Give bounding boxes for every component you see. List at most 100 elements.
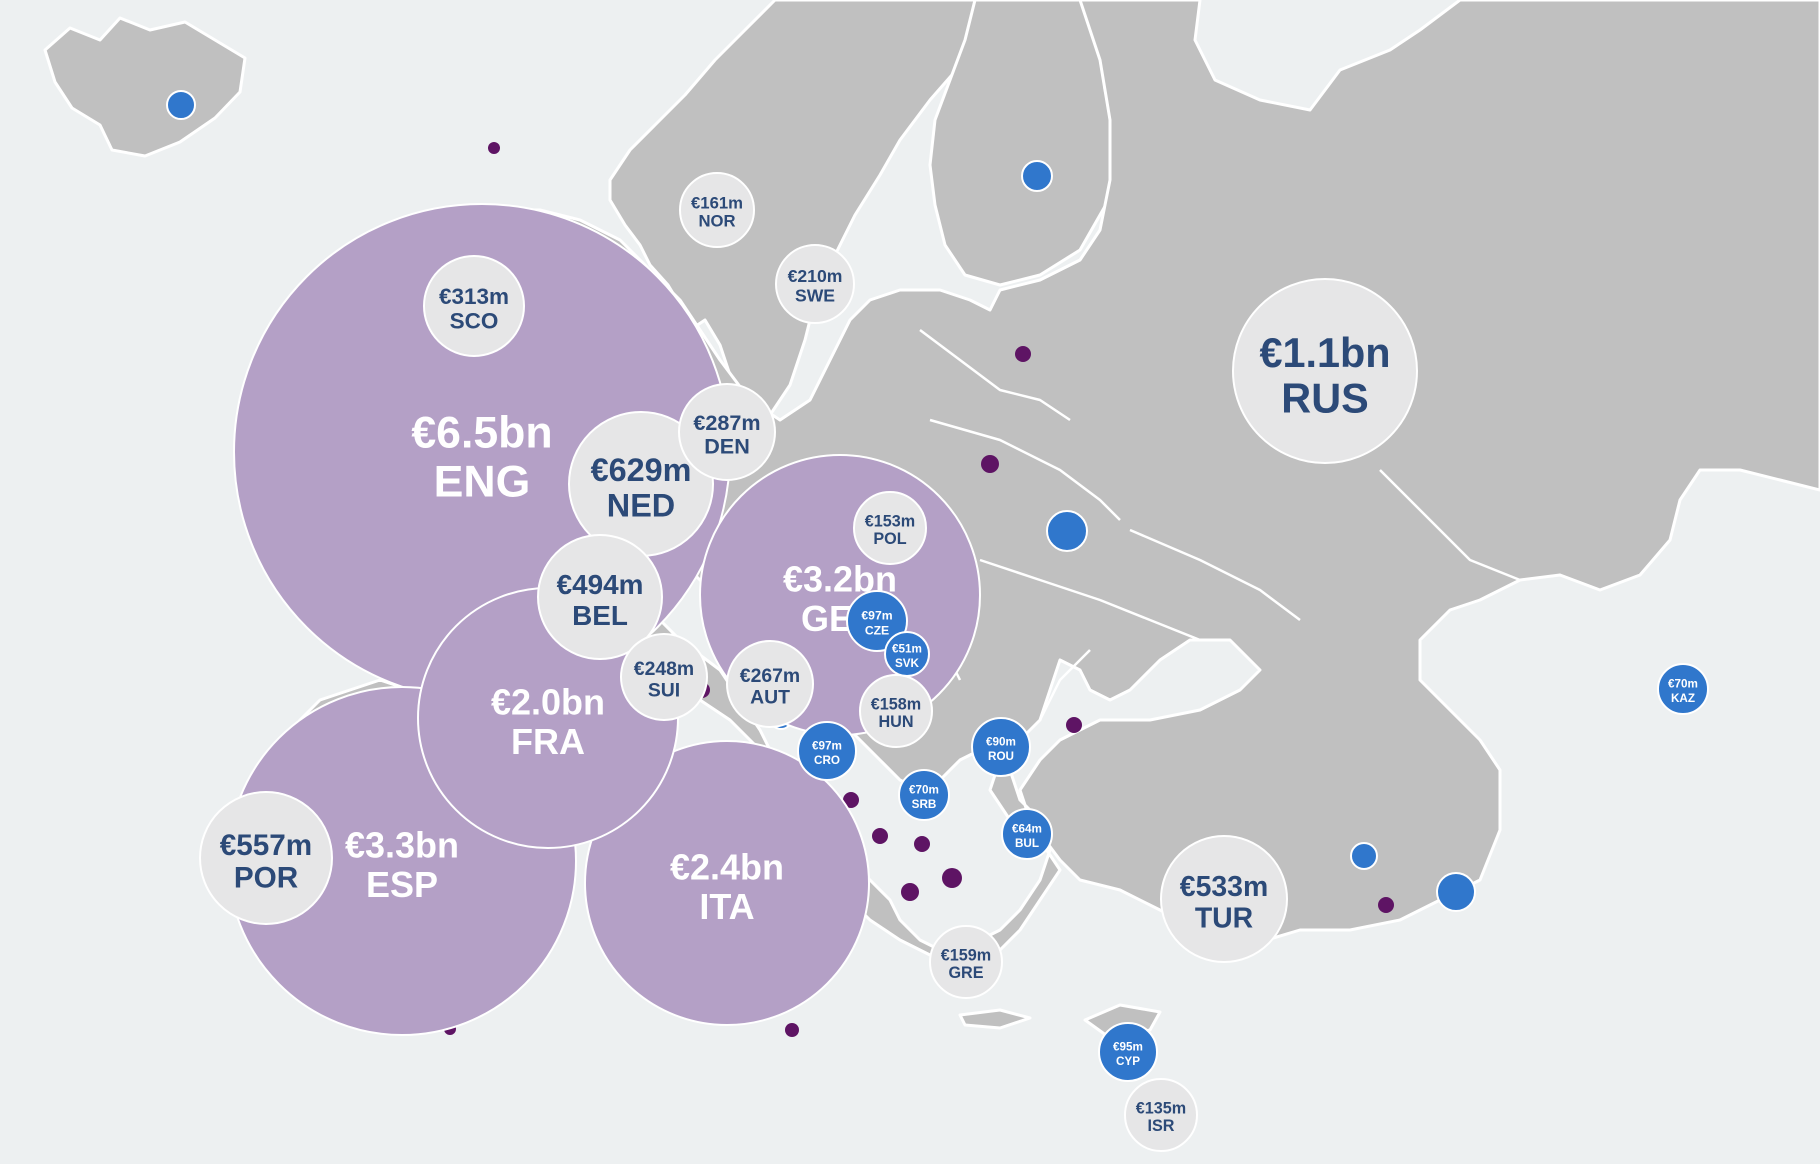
bubble-value: €64m <box>1012 823 1042 836</box>
bubble-value: €494m <box>557 569 644 600</box>
bubble-code: ENG <box>434 458 531 507</box>
purple-marker <box>872 828 888 844</box>
bubble-code: NED <box>607 487 675 523</box>
small-markers <box>166 90 1476 1037</box>
bubble-circle <box>726 640 814 728</box>
bubble-circle <box>929 925 1003 999</box>
purple-marker <box>901 883 919 901</box>
purple-marker <box>488 142 500 154</box>
bubble-code: SCO <box>450 309 499 334</box>
bubble-code: FRA <box>511 721 585 762</box>
bubble-code: BUL <box>1015 837 1039 850</box>
bubble-value: €629m <box>591 452 692 488</box>
bubble-circle <box>853 491 927 565</box>
purple-marker <box>942 868 962 888</box>
purple-marker <box>1378 897 1394 913</box>
crete <box>958 1008 1032 1030</box>
bubble-circle <box>846 590 908 652</box>
bubble-value: €2.4bn <box>670 846 784 887</box>
bubble-value: €158m <box>871 695 921 713</box>
bubble-code: SVK <box>895 657 920 670</box>
bubble-value: €313m <box>439 284 509 309</box>
bubble-circle <box>1160 835 1288 963</box>
bubble-value: €3.3bn <box>345 824 459 865</box>
bubble-circle <box>537 534 663 660</box>
bubble-value: €153m <box>865 512 915 530</box>
bubble-value: €159m <box>941 946 991 964</box>
blue-marker <box>1046 510 1088 552</box>
bubble-value: €161m <box>691 193 743 212</box>
bubble-value: €1.1bn <box>1259 330 1390 376</box>
bubble-circle <box>797 721 857 781</box>
blue-marker <box>1350 842 1378 870</box>
blue-marker <box>166 90 196 120</box>
bubble-value: €90m <box>986 736 1016 749</box>
bubble-code: ITA <box>699 886 754 927</box>
bubble-circle <box>971 717 1031 777</box>
bubble-code: CZE <box>865 624 889 638</box>
bubble-value: €2.0bn <box>491 681 605 722</box>
bubble-code: ISR <box>1148 1117 1175 1135</box>
bubble-value: €70m <box>909 784 939 797</box>
bubble-code: SWE <box>795 286 835 306</box>
bubble-circle <box>898 769 950 821</box>
bubble-code: NOR <box>698 212 735 231</box>
blue-marker <box>1021 160 1053 192</box>
bubble-circle <box>584 740 870 1026</box>
bubble-code: ROU <box>988 750 1014 763</box>
bubble-value: €95m <box>1113 1041 1143 1054</box>
bubble-circle <box>1232 278 1418 464</box>
bubble-code: RUS <box>1281 375 1368 421</box>
purple-marker <box>914 836 930 852</box>
bubble-circle <box>1657 663 1709 715</box>
bubble-value: €557m <box>220 829 312 862</box>
bubble-value: €97m <box>861 609 892 623</box>
blue-marker <box>1436 872 1476 912</box>
purple-marker <box>1015 346 1031 362</box>
purple-marker <box>785 1023 799 1037</box>
bubble-code: SUI <box>648 679 680 701</box>
bubble-circle <box>1124 1078 1198 1152</box>
purple-marker <box>1066 717 1082 733</box>
purple-marker <box>843 792 859 808</box>
bubble-code: DEN <box>704 434 750 459</box>
bubble-value: €287m <box>693 410 760 435</box>
bubble-code: SRB <box>912 798 937 811</box>
bubble-value: €210m <box>788 266 843 286</box>
iceland <box>43 16 247 158</box>
scandinavia <box>608 0 977 417</box>
bubble-code: TUR <box>1195 902 1253 934</box>
bubble-value: €135m <box>1136 1099 1186 1117</box>
bubble-code: BEL <box>572 600 628 631</box>
bubble-circle <box>620 633 708 721</box>
bubble-layer: €6.5bnENG€3.3bnESP€3.2bnGER€2.4bnITA€2.0… <box>199 172 1709 1152</box>
bubble-code: POL <box>873 530 906 548</box>
bubble-circle <box>678 383 776 481</box>
bubble-code: CRO <box>814 754 840 767</box>
bubble-value: €533m <box>1180 871 1268 903</box>
bubble-code: ESP <box>366 864 438 905</box>
bubble-value: €248m <box>634 658 694 680</box>
bubble-circle <box>1098 1022 1158 1082</box>
bubble-code: AUT <box>750 686 790 708</box>
